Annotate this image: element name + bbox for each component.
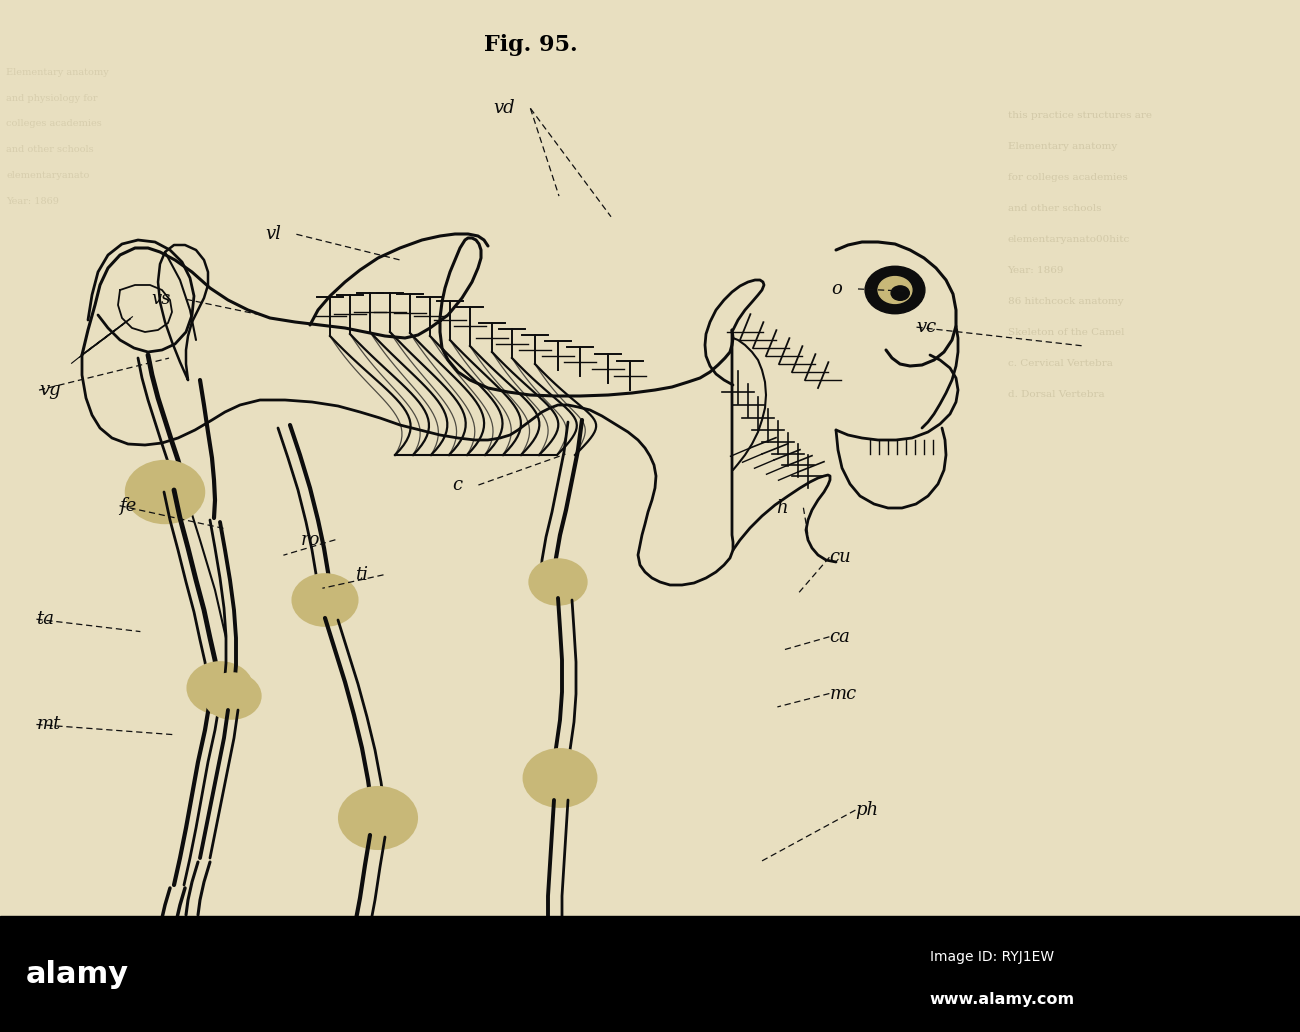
Text: mt: mt xyxy=(36,715,61,734)
Text: vd: vd xyxy=(493,99,515,118)
Text: Elementary anatomy: Elementary anatomy xyxy=(6,68,109,76)
Text: 86 hitchcock anatomy: 86 hitchcock anatomy xyxy=(1008,297,1123,305)
Text: this practice structures are: this practice structures are xyxy=(1008,111,1152,120)
Text: fe: fe xyxy=(120,496,136,515)
Text: Skeleton of the Camel: Skeleton of the Camel xyxy=(1008,328,1124,336)
Text: vc: vc xyxy=(916,318,937,336)
Text: c: c xyxy=(452,476,463,494)
Circle shape xyxy=(878,277,911,303)
Text: vs: vs xyxy=(151,290,170,309)
Text: ro: ro xyxy=(300,530,320,549)
Circle shape xyxy=(339,787,417,849)
Circle shape xyxy=(203,673,260,718)
Circle shape xyxy=(864,266,924,314)
Text: elementaryanato: elementaryanato xyxy=(6,171,90,180)
Text: and other schools: and other schools xyxy=(6,146,94,154)
Text: h: h xyxy=(776,498,788,517)
Text: ph: ph xyxy=(855,801,879,819)
Text: o: o xyxy=(832,280,842,298)
Text: mc: mc xyxy=(829,684,857,703)
Text: c. Cervical Vertebra: c. Cervical Vertebra xyxy=(1008,359,1113,367)
Text: vg: vg xyxy=(39,381,61,399)
Bar xyxy=(0,916,1300,1032)
Text: alamy: alamy xyxy=(26,960,129,989)
Text: ti: ti xyxy=(355,566,368,584)
Text: vl: vl xyxy=(265,225,281,244)
Text: Elementary anatomy: Elementary anatomy xyxy=(1008,142,1117,151)
Circle shape xyxy=(529,559,586,605)
Circle shape xyxy=(524,749,597,807)
Circle shape xyxy=(187,663,252,714)
Text: Year: 1869: Year: 1869 xyxy=(1008,266,1063,275)
Text: elementaryanato00hitc: elementaryanato00hitc xyxy=(1008,235,1130,244)
Text: cu: cu xyxy=(829,548,852,567)
Text: for colleges academies: for colleges academies xyxy=(1008,173,1127,182)
Text: d. Dorsal Vertebra: d. Dorsal Vertebra xyxy=(1008,390,1104,398)
Text: ta: ta xyxy=(36,610,55,628)
Circle shape xyxy=(891,286,909,300)
Circle shape xyxy=(292,574,358,625)
Text: www.alamy.com: www.alamy.com xyxy=(930,992,1075,1007)
Text: colleges academies: colleges academies xyxy=(6,120,103,128)
Text: ca: ca xyxy=(829,627,850,646)
Text: and physiology for: and physiology for xyxy=(6,94,97,102)
Text: Image ID: RYJ1EW: Image ID: RYJ1EW xyxy=(930,949,1053,964)
Text: and other schools: and other schools xyxy=(1008,204,1101,213)
Circle shape xyxy=(126,461,204,523)
Text: Fig. 95.: Fig. 95. xyxy=(484,34,577,56)
Text: Year: 1869: Year: 1869 xyxy=(6,197,60,205)
